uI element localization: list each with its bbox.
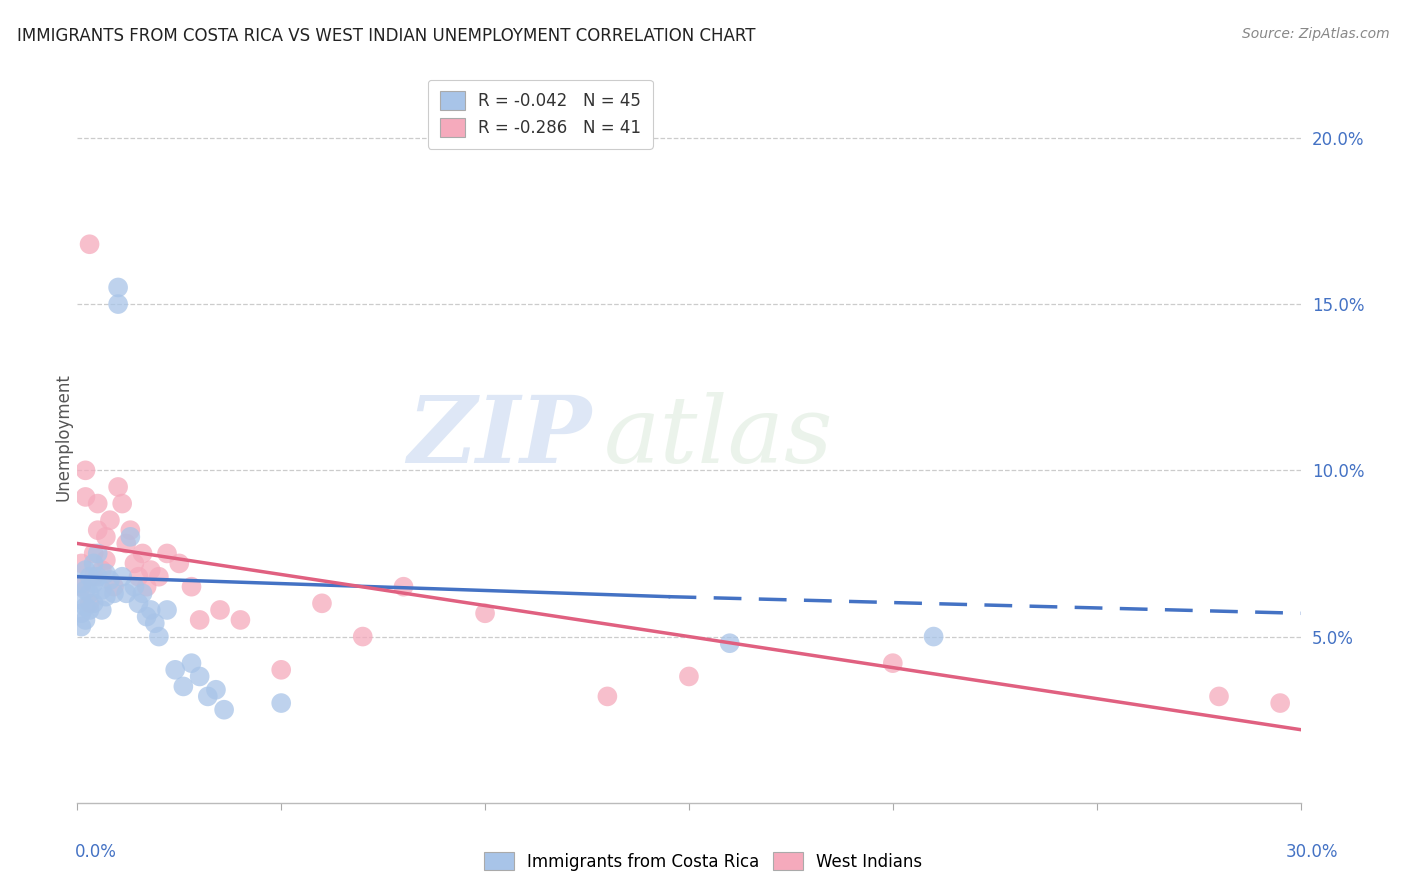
Point [107,280,129,294]
Point [90,563,112,577]
Point [83,557,105,571]
Point [94,553,117,567]
Point [70,557,93,571]
Point [107,297,129,311]
Point [172,680,194,694]
Point [270,696,292,710]
Point [70,607,93,621]
Text: 0.0%: 0.0% [75,843,117,861]
Point [79,603,101,617]
Point [139,563,162,577]
Point [143,616,166,631]
Point [103,586,125,600]
Point [83,596,105,610]
Point [188,613,211,627]
Point [311,596,333,610]
Point [180,580,202,594]
Point [678,669,700,683]
Text: ZIP: ZIP [406,392,591,482]
Point [83,570,105,584]
Point [156,603,179,617]
Point [79,237,101,252]
Point [83,576,105,591]
Point [94,530,117,544]
Point [75,613,97,627]
Point [165,663,187,677]
Point [79,570,101,584]
Point [75,490,97,504]
Point [115,536,138,550]
Point [94,590,117,604]
Point [90,582,112,597]
Point [352,630,374,644]
Point [135,609,157,624]
Point [75,599,97,614]
Point [131,546,153,560]
Point [87,546,110,560]
Point [107,480,129,494]
Point [1208,690,1230,704]
Point [98,573,121,587]
Point [75,563,97,577]
Point [120,523,142,537]
Point [87,570,110,584]
Legend: R = -0.042   N = 45, R = -0.286   N = 41: R = -0.042 N = 45, R = -0.286 N = 41 [429,79,652,149]
Point [718,636,741,650]
Text: Source: ZipAtlas.com: Source: ZipAtlas.com [1241,27,1389,41]
Point [103,580,125,594]
Point [156,546,179,560]
Point [180,656,202,670]
Legend: Immigrants from Costa Rica, West Indians: Immigrants from Costa Rica, West Indians [475,844,931,880]
Point [98,513,121,527]
Point [70,593,93,607]
Point [148,630,170,644]
Text: 30.0%: 30.0% [1285,843,1339,861]
Point [197,690,219,704]
Point [212,703,235,717]
Point [115,586,138,600]
Point [83,546,105,560]
Point [127,596,149,610]
Point [120,530,142,544]
Point [188,669,211,683]
Point [111,570,134,584]
Point [87,497,110,511]
Point [75,582,97,597]
Point [79,586,101,600]
Point [94,566,117,581]
Point [87,523,110,537]
Point [208,603,231,617]
Point [135,580,157,594]
Point [70,580,93,594]
Point [922,630,945,644]
Point [124,557,146,571]
Point [131,586,153,600]
Point [75,463,97,477]
Point [111,497,134,511]
Point [1268,696,1291,710]
Text: IMMIGRANTS FROM COSTA RICA VS WEST INDIAN UNEMPLOYMENT CORRELATION CHART: IMMIGRANTS FROM COSTA RICA VS WEST INDIA… [17,27,755,45]
Point [70,619,93,633]
Point [79,596,101,610]
Y-axis label: Unemployment: Unemployment [55,373,73,501]
Point [70,576,93,591]
Point [124,580,146,594]
Point [392,580,415,594]
Point [882,656,904,670]
Point [169,557,191,571]
Text: atlas: atlas [603,392,832,482]
Point [270,663,292,677]
Point [148,570,170,584]
Point [139,603,162,617]
Point [229,613,252,627]
Point [596,690,619,704]
Point [205,682,228,697]
Point [127,570,149,584]
Point [90,603,112,617]
Point [474,607,496,621]
